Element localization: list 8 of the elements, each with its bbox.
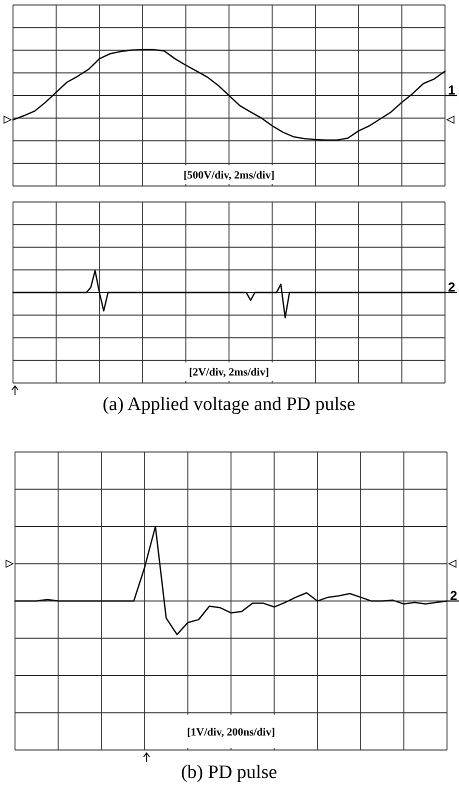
text: (b) PD pulse bbox=[180, 762, 278, 783]
text: [1V/div, 200ns/div] bbox=[186, 726, 276, 738]
text: 1 bbox=[448, 82, 456, 98]
text: [500V/div, 2ms/div] bbox=[183, 170, 275, 182]
text: 2 bbox=[448, 280, 456, 294]
text: (a) Applied voltage and PD pulse bbox=[102, 394, 356, 415]
text: 2 bbox=[450, 588, 458, 603]
text: [2V/div, 2ms/div] bbox=[188, 366, 270, 379]
